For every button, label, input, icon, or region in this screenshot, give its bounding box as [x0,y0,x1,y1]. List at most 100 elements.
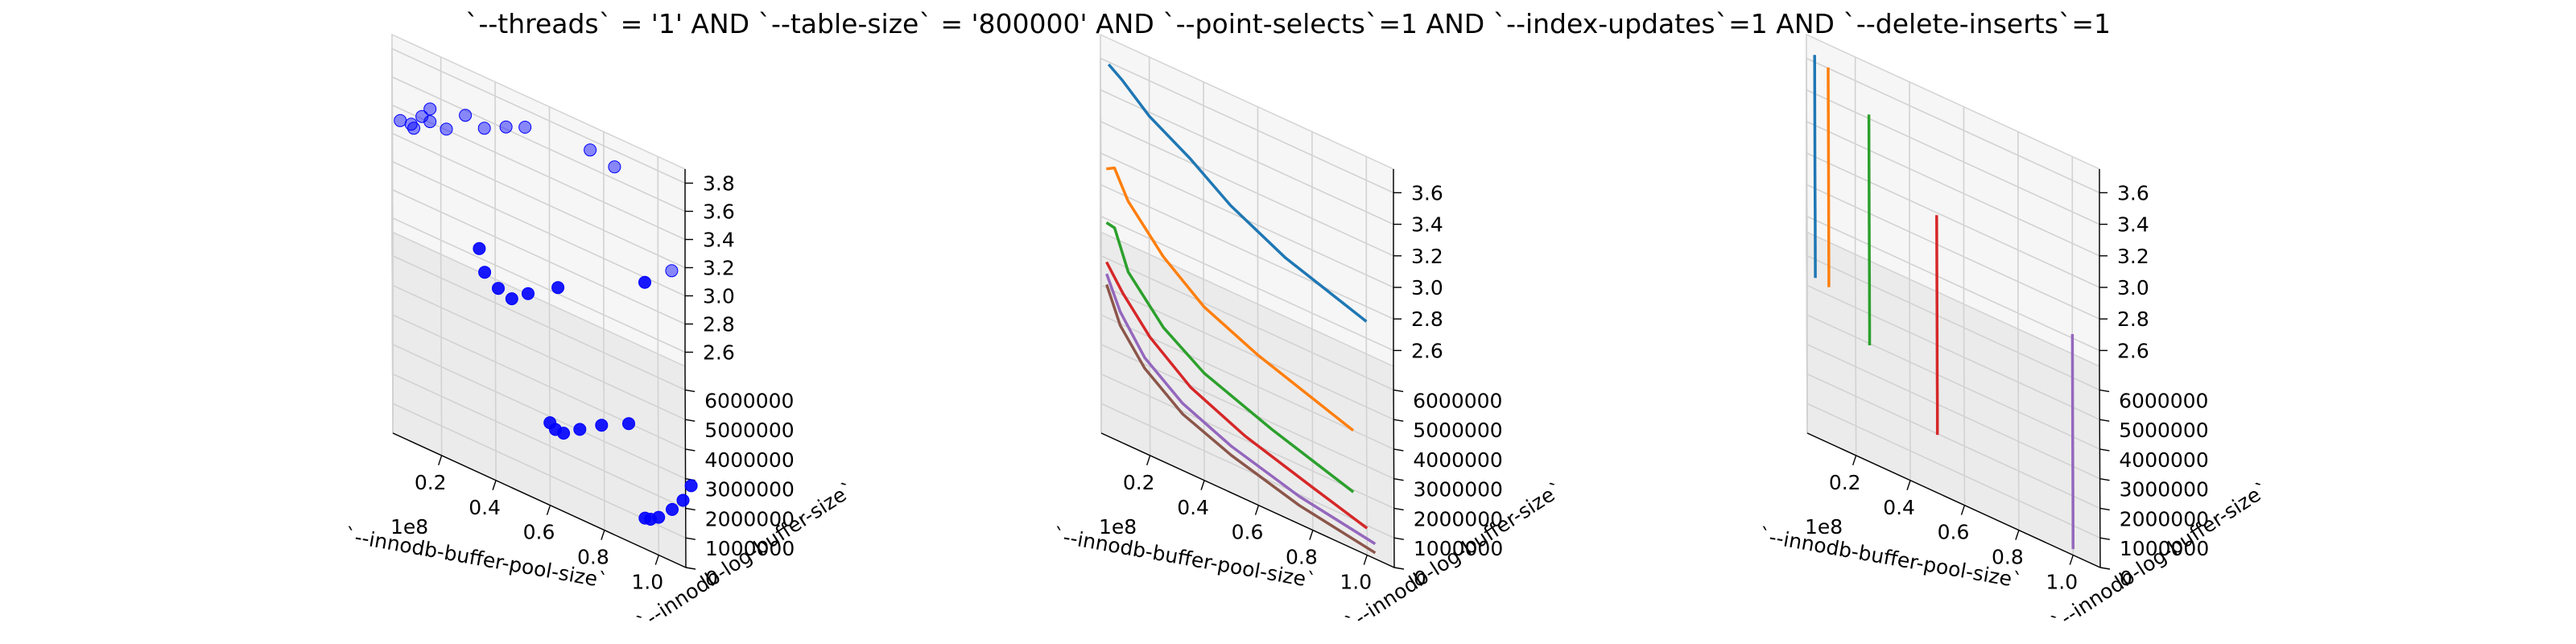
gridline-z-back [391,160,686,297]
y-tick-label: 3000000 [2120,478,2209,502]
scatter-point [477,122,491,135]
y-tick-label: 1000000 [1414,537,1503,560]
y-axis-line [2099,365,2101,568]
scatter-point [415,109,429,123]
y-tick-label: 1000000 [2120,537,2209,560]
scatter-point [473,242,486,255]
y-tick-mark [2099,567,2111,570]
x-tick-mark [2069,555,2074,565]
y-tick-label: 4000000 [2119,448,2208,472]
subplot-scatter-3d: 0.2 0.4 0.6 0.8 1.0 0 1000000 2000000 3000000 400… [343,33,859,635]
x-tick-mark [601,530,605,540]
gridline-y-floor [1806,343,2100,480]
series-line [1107,63,1368,323]
z-tick-label: 2.6 [1411,339,1443,362]
gridline-y-floor [391,284,686,420]
scatter-point [499,120,513,134]
scatter-point [522,287,535,300]
x-tick-label: 0.2 [415,471,447,494]
gridline-y-floor [1806,254,2100,391]
z-tick-label: 2.6 [2117,339,2149,362]
x-tick-mark [1906,480,1911,490]
scatter-point [666,502,679,516]
y-tick-label: 6000000 [704,389,794,412]
y-tick-label: 5000000 [2119,419,2208,442]
scatter-point [459,109,473,122]
gridline-z-back [1100,184,1394,320]
gridline-x-floor [440,254,443,456]
x-tick-label: 0.6 [1938,521,1970,544]
scatter-point [595,419,609,432]
z-tick-label: 3.6 [2117,181,2149,204]
gridline-z-back [391,132,686,269]
series-line [1935,215,1939,436]
gridline-z-left [1806,58,1808,260]
x-axis-label: `--innodb-buffer-pool-size` [1757,523,2024,592]
scatter-point [684,479,698,493]
series-line [1813,55,1817,279]
y-tick-mark [685,448,696,452]
y-axis-line [684,365,687,568]
y-tick-label: 3000000 [705,478,795,502]
gridline-y-floor [1100,254,1394,391]
x-tick-mark [1200,480,1205,490]
y-tick-mark [2099,537,2110,540]
z-tick-label: 3.4 [703,229,735,252]
gridline-y-floor [392,343,686,480]
x-tick-label: 0.2 [1829,471,1861,494]
gridline-z-back [1806,121,2100,257]
y-tick-mark [685,419,696,422]
x-tick-mark [1960,505,1966,515]
gridline-z-back [391,47,686,184]
gridline-z-back [1100,215,1394,352]
gridline-y-floor [1100,402,1395,539]
scatter-point [423,102,437,116]
gridline-z-left [391,48,394,250]
series-line [1105,273,1377,546]
series-line [1867,114,1872,345]
y-tick-label: 2000000 [705,508,795,531]
gridline-z-back [391,188,686,325]
gridline-y-floor [392,314,686,450]
gridline-z-back [1806,184,2100,320]
scatter-point [423,115,437,129]
gridline-x-floor [1203,279,1205,481]
gridline-x-floor [1909,279,1911,481]
scatter-point [478,266,492,279]
gridline-z-left [1100,58,1102,260]
y-tick-mark [2099,507,2110,511]
z-tick-label: 3.4 [1411,213,1443,237]
z-tick-label: 3.6 [703,200,735,224]
x-tick-label: 0.4 [1883,496,1915,519]
gridline-y-floor [1806,373,2101,510]
y-tick-mark [1393,537,1404,540]
scatter-point [676,493,690,507]
series-line [1106,166,1355,432]
z-tick-label: 2.8 [703,313,735,336]
gridline-z-back [1100,89,1394,225]
y-tick-label: 2000000 [1414,508,1503,531]
series-line [1105,221,1355,493]
x-tick-mark [2015,530,2020,540]
z-tick-label: 3.2 [703,257,735,280]
z-tick-label: 2.8 [2117,308,2149,331]
x-tick-label: 0.4 [469,496,501,519]
gridline-z-back [391,76,686,213]
gridline-z-back [391,217,686,353]
scatter-point [665,264,679,278]
x-axis-label: `--innodb-buffer-pool-size` [1051,523,1318,592]
gridline-z-back [1100,121,1394,257]
gridline-x-floor [1257,303,1260,506]
y-tick-mark [2099,478,2110,481]
x-tick-label: 0.6 [1232,521,1264,544]
gridline-y-floor [1806,314,2100,450]
x-tick-mark [654,555,659,565]
y-tick-mark [2099,389,2110,393]
scatter-point [557,427,571,440]
y-tick-mark [685,567,696,570]
y-axis-line [1393,365,1395,568]
scatter-point [551,281,565,295]
y-tick-mark [1393,389,1404,393]
z-tick-label: 3.0 [1411,276,1443,299]
y-tick-label: 2000000 [2120,508,2209,531]
